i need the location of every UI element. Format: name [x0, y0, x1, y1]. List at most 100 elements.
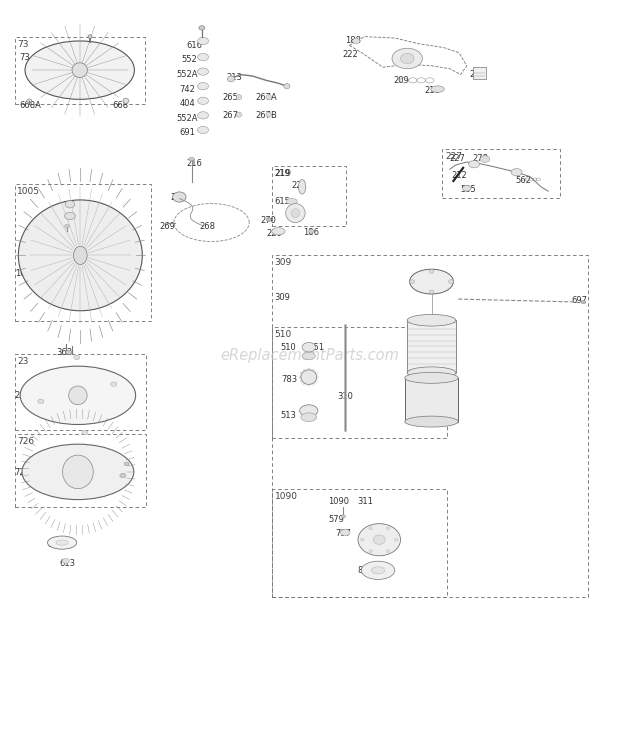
Text: 404: 404	[179, 99, 195, 108]
Ellipse shape	[236, 112, 242, 117]
Text: 227: 227	[445, 152, 462, 161]
Text: 615: 615	[275, 197, 291, 206]
Ellipse shape	[469, 161, 479, 168]
Text: 510: 510	[281, 343, 296, 352]
Ellipse shape	[124, 462, 129, 466]
Text: 222: 222	[342, 51, 358, 60]
Ellipse shape	[56, 540, 68, 545]
Text: 219: 219	[275, 169, 291, 178]
Ellipse shape	[448, 280, 453, 283]
Text: 269: 269	[159, 222, 175, 231]
Text: 211: 211	[424, 86, 440, 95]
Text: 562: 562	[515, 176, 531, 185]
Ellipse shape	[198, 37, 208, 45]
Text: 265: 265	[469, 70, 485, 79]
Ellipse shape	[429, 290, 434, 294]
Ellipse shape	[65, 201, 75, 208]
Text: 278: 278	[473, 154, 489, 163]
Ellipse shape	[198, 112, 208, 119]
Text: 219: 219	[275, 170, 292, 179]
Ellipse shape	[340, 529, 350, 536]
Ellipse shape	[198, 68, 208, 75]
Ellipse shape	[286, 204, 305, 222]
Ellipse shape	[429, 269, 434, 273]
Ellipse shape	[72, 62, 87, 77]
Text: 513: 513	[281, 411, 297, 420]
Ellipse shape	[228, 76, 234, 82]
Text: 363: 363	[56, 347, 72, 357]
Ellipse shape	[360, 538, 364, 541]
Ellipse shape	[369, 550, 373, 553]
Ellipse shape	[291, 208, 299, 217]
Ellipse shape	[386, 550, 389, 553]
Ellipse shape	[361, 561, 395, 580]
Ellipse shape	[410, 269, 453, 294]
Ellipse shape	[407, 367, 456, 379]
Text: 742: 742	[179, 85, 195, 94]
Ellipse shape	[353, 38, 360, 44]
Ellipse shape	[284, 83, 290, 89]
Text: 616: 616	[186, 41, 202, 50]
Text: 883: 883	[48, 540, 64, 549]
Text: 216: 216	[186, 159, 202, 168]
Text: 267: 267	[222, 111, 238, 120]
Ellipse shape	[392, 48, 422, 68]
Ellipse shape	[431, 86, 445, 92]
Text: 212: 212	[451, 170, 467, 179]
Ellipse shape	[302, 342, 316, 352]
Ellipse shape	[301, 413, 317, 422]
Text: 73: 73	[17, 39, 29, 48]
Text: 505: 505	[461, 185, 476, 194]
Ellipse shape	[188, 157, 194, 161]
Text: 267B: 267B	[255, 111, 277, 120]
Ellipse shape	[20, 366, 136, 425]
Ellipse shape	[371, 567, 385, 574]
Text: 271: 271	[170, 193, 186, 202]
Text: 73: 73	[20, 53, 30, 62]
Ellipse shape	[236, 94, 242, 100]
Text: 695: 695	[112, 460, 128, 469]
Ellipse shape	[63, 455, 93, 489]
Ellipse shape	[22, 444, 134, 500]
Ellipse shape	[66, 350, 72, 354]
Ellipse shape	[199, 25, 205, 30]
Text: 1005: 1005	[17, 187, 40, 196]
Ellipse shape	[373, 535, 386, 545]
Ellipse shape	[386, 527, 389, 530]
Ellipse shape	[480, 155, 490, 162]
Ellipse shape	[74, 246, 87, 264]
Ellipse shape	[299, 405, 318, 417]
Ellipse shape	[64, 212, 76, 219]
Text: 697: 697	[571, 296, 587, 305]
Text: 1090: 1090	[275, 492, 298, 501]
Ellipse shape	[401, 54, 414, 63]
Text: 23: 23	[15, 391, 25, 400]
Ellipse shape	[27, 99, 32, 103]
Ellipse shape	[62, 558, 69, 563]
Ellipse shape	[358, 524, 401, 556]
Text: 552A: 552A	[176, 70, 198, 79]
Text: 579: 579	[328, 515, 344, 524]
Text: 332: 332	[62, 202, 78, 211]
Text: 310: 310	[337, 392, 353, 401]
Text: 1051: 1051	[303, 343, 324, 352]
Ellipse shape	[48, 536, 77, 549]
Text: 726: 726	[15, 468, 31, 477]
Ellipse shape	[266, 217, 271, 222]
Ellipse shape	[74, 355, 80, 359]
Text: 165: 165	[110, 472, 125, 481]
Text: 309: 309	[275, 293, 291, 302]
Ellipse shape	[69, 386, 87, 405]
Text: 783: 783	[281, 375, 297, 384]
Text: 552A: 552A	[176, 114, 198, 123]
Text: 268: 268	[200, 222, 215, 231]
Text: 220: 220	[266, 229, 282, 238]
Text: 726: 726	[17, 437, 34, 446]
Text: 309: 309	[275, 258, 292, 267]
Ellipse shape	[198, 83, 208, 90]
Ellipse shape	[301, 370, 317, 385]
Ellipse shape	[394, 538, 398, 541]
Bar	[405, 378, 458, 422]
Ellipse shape	[272, 228, 285, 235]
Text: 188: 188	[345, 36, 361, 45]
